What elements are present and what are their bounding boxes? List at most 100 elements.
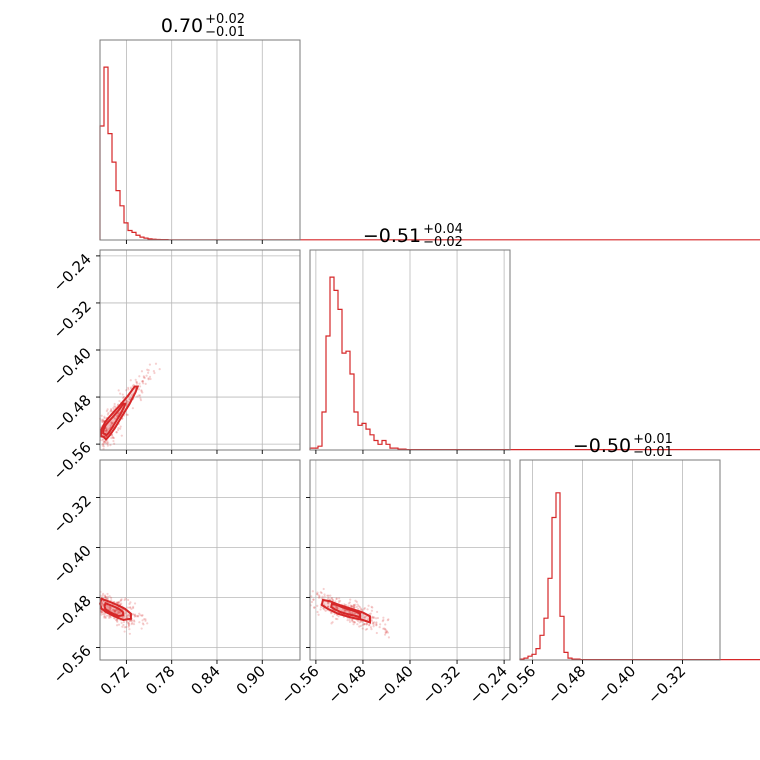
- sample-point: [343, 609, 347, 612]
- sample-point: [117, 389, 120, 392]
- sample-point: [125, 389, 128, 392]
- sample-point: [327, 602, 330, 605]
- sample-point: [147, 371, 150, 374]
- sample-point: [114, 618, 118, 622]
- sample-point: [351, 618, 354, 621]
- sample-point: [101, 439, 104, 442]
- sample-point: [138, 375, 141, 378]
- title-upper-error: +0.04: [423, 222, 463, 237]
- sample-point: [384, 631, 388, 635]
- sample-point: [147, 378, 150, 381]
- sample-point: [127, 400, 130, 404]
- sample-point: [353, 606, 356, 609]
- sample-point: [113, 402, 116, 406]
- sample-point: [118, 399, 121, 403]
- sample-point: [116, 601, 120, 604]
- sample-point: [367, 624, 371, 627]
- sample-point: [359, 607, 363, 610]
- sample-point: [133, 602, 137, 605]
- sample-point: [110, 408, 113, 411]
- sample-point: [383, 627, 386, 630]
- sample-point: [378, 626, 381, 629]
- sample-point: [355, 600, 358, 603]
- grid: [315, 250, 505, 450]
- sample-point: [112, 608, 115, 611]
- sample-point: [107, 606, 110, 609]
- sample-point: [109, 424, 112, 427]
- sample-point: [375, 631, 378, 635]
- sample-point: [386, 631, 390, 634]
- sample-point: [116, 611, 119, 614]
- sample-point: [103, 415, 106, 418]
- sample-point: [101, 444, 104, 447]
- contour-fill: [331, 604, 361, 618]
- sample-point: [119, 603, 122, 606]
- sample-point: [350, 619, 353, 622]
- sample-point: [363, 616, 366, 619]
- sample-point: [110, 422, 113, 425]
- sample-point: [122, 397, 125, 400]
- sample-point: [335, 606, 338, 609]
- y-tick-label: −0.48: [50, 391, 95, 436]
- x-tick-label: −0.40: [594, 662, 639, 707]
- sample-point: [135, 382, 139, 385]
- sample-point: [362, 622, 366, 626]
- sample-point: [104, 616, 107, 619]
- sample-point: [327, 594, 330, 597]
- sample-point: [364, 628, 367, 631]
- sample-point: [352, 603, 356, 607]
- sample-point: [111, 608, 115, 612]
- title-lower-error: −0.02: [423, 235, 463, 250]
- sample-point: [109, 410, 112, 413]
- sample-point: [135, 615, 138, 618]
- sample-point: [142, 375, 145, 378]
- sample-point: [125, 399, 128, 403]
- sample-point: [370, 628, 373, 631]
- sample-point: [117, 428, 120, 432]
- sample-point: [338, 601, 341, 604]
- sample-point: [102, 420, 105, 424]
- panel-0-0: [99, 39, 760, 244]
- sample-point: [146, 622, 149, 625]
- sample-point: [327, 602, 330, 605]
- title-upper-error: +0.01: [633, 432, 673, 447]
- sample-point: [382, 618, 385, 622]
- sample-point: [361, 623, 364, 627]
- sample-point: [357, 607, 360, 610]
- sample-point: [384, 628, 387, 631]
- sample-point: [132, 623, 136, 626]
- sample-point: [131, 407, 134, 410]
- sample-point: [134, 614, 137, 617]
- sample-point: [335, 597, 338, 600]
- sample-point: [106, 413, 109, 416]
- sample-point: [334, 606, 337, 609]
- sample-point: [102, 440, 105, 443]
- sample-point: [106, 605, 109, 608]
- sample-point: [105, 429, 108, 432]
- histogram-1: [309, 276, 760, 451]
- sample-point: [316, 593, 319, 596]
- histogram-2: [519, 492, 760, 661]
- sample-point: [319, 608, 322, 611]
- sample-point: [105, 441, 108, 444]
- sample-point: [111, 435, 114, 439]
- sample-point: [140, 390, 143, 393]
- sample-point: [354, 599, 357, 602]
- sample-point: [109, 421, 113, 424]
- sample-point: [140, 389, 143, 392]
- sample-point: [376, 616, 380, 620]
- sample-point: [104, 615, 107, 618]
- x-tick-label: 0.84: [187, 662, 223, 698]
- sample-point: [112, 436, 116, 440]
- sample-point: [111, 436, 115, 440]
- sample-point: [100, 613, 103, 616]
- sample-point: [109, 615, 112, 618]
- panel-title-1: −0.51: [363, 225, 421, 247]
- sample-point: [113, 405, 116, 408]
- contour-level-2: [102, 402, 127, 437]
- sample-point: [358, 606, 362, 609]
- sample-point: [139, 614, 142, 617]
- sample-point: [112, 406, 115, 410]
- sample-point: [108, 607, 111, 611]
- sample-point: [104, 596, 107, 599]
